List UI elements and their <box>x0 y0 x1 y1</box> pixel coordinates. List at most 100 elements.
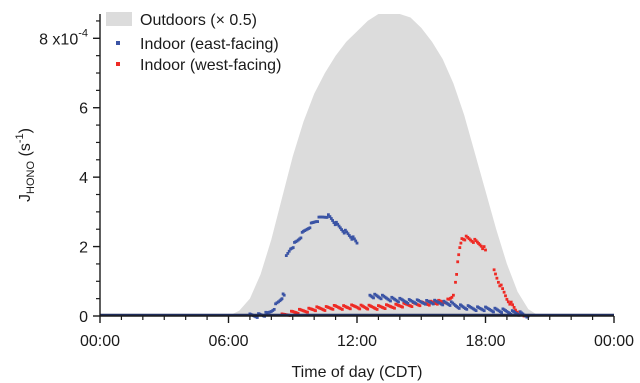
y-axis-title: JHONO (s-1) <box>14 128 37 202</box>
data-point-west <box>464 234 468 238</box>
data-point-east <box>389 299 392 303</box>
data-point-east <box>337 224 341 228</box>
data-point-east <box>341 229 345 233</box>
data-point-east <box>502 308 506 312</box>
data-point-west <box>383 307 387 310</box>
data-point-east <box>345 230 349 234</box>
data-point-west <box>479 244 483 248</box>
data-point-east <box>451 301 455 305</box>
y-tick-label: 6 <box>79 101 88 118</box>
data-point-east <box>275 301 279 305</box>
data-point-east <box>332 221 336 224</box>
ticks: 00:00 06:00 12:00 18:00 00:00 0 2 4 6 8 x10-4 <box>39 20 634 350</box>
data-point-west <box>366 307 370 311</box>
data-point-west <box>331 307 335 311</box>
data-point-west <box>512 306 516 309</box>
data-point-west <box>466 236 470 239</box>
data-point-west <box>435 302 439 306</box>
data-point-west <box>495 276 499 280</box>
data-point-east <box>272 308 276 311</box>
data-point-east <box>498 310 502 314</box>
data-point-west <box>506 300 510 304</box>
x-axis-title: Time of day (CDT) <box>292 364 423 381</box>
y-axis-title-exponent: -1 <box>14 133 26 143</box>
legend-marker-west <box>116 62 120 66</box>
data-point-west <box>501 287 504 290</box>
plot-area <box>100 14 614 319</box>
data-point-west <box>393 306 396 310</box>
data-point-west <box>427 303 431 307</box>
y-tick-label: 0 <box>79 309 88 326</box>
data-point-east <box>322 215 326 219</box>
data-point-west <box>296 312 300 315</box>
data-point-west <box>463 238 467 242</box>
data-point-east <box>336 222 340 226</box>
data-point-west <box>374 307 378 311</box>
data-point-west <box>418 304 422 308</box>
data-point-west <box>456 260 460 264</box>
data-point-west <box>511 303 514 307</box>
data-point-east <box>346 232 350 236</box>
data-point-east <box>340 228 343 231</box>
data-point-west <box>509 300 513 304</box>
data-point-west <box>410 305 414 308</box>
data-point-east <box>269 310 273 313</box>
data-point-west <box>470 239 474 243</box>
data-point-east <box>284 254 288 257</box>
data-point-east <box>448 304 452 307</box>
y-tick-label: 4 <box>79 170 88 187</box>
data-point-west <box>450 295 454 299</box>
data-point-east <box>255 316 259 319</box>
data-point-east <box>308 226 312 230</box>
data-point-west <box>478 243 482 247</box>
data-point-west <box>492 268 496 272</box>
x-tick-label: 06:00 <box>208 333 248 350</box>
data-point-east <box>449 300 453 304</box>
data-point-west <box>457 253 461 257</box>
data-point-east <box>291 246 295 249</box>
data-point-west <box>458 246 462 249</box>
data-point-east <box>347 234 351 237</box>
data-point-east <box>482 309 486 313</box>
data-point-west <box>314 309 317 313</box>
data-point-west <box>306 310 309 314</box>
x-tick-label: 00:00 <box>80 333 120 350</box>
data-point-west <box>473 237 477 241</box>
y-axis-title-units: (s <box>17 143 34 161</box>
data-point-east <box>350 237 354 241</box>
y-tick-label: 8 x10-4 <box>39 27 88 48</box>
data-point-east <box>411 300 415 304</box>
data-point-east <box>338 226 342 230</box>
data-point-west <box>375 308 379 311</box>
data-point-west <box>502 290 506 294</box>
data-point-east <box>457 307 461 310</box>
data-point-east <box>280 297 284 301</box>
data-point-west <box>370 305 374 308</box>
data-point-west <box>328 306 332 310</box>
data-point-west <box>481 247 484 251</box>
data-point-east <box>500 311 503 314</box>
data-point-west <box>499 283 503 287</box>
data-point-east <box>325 216 329 219</box>
y-axis-title-base: J <box>17 194 34 202</box>
data-point-east <box>286 252 290 255</box>
legend-label-west: Indoor (west-facing) <box>140 57 281 74</box>
data-point-west <box>484 248 487 252</box>
y-axis-title-units-close: ) <box>17 128 34 133</box>
data-point-east <box>299 236 303 240</box>
data-point-west <box>472 241 475 244</box>
data-point-east <box>328 215 332 218</box>
y-tick-exponent: -4 <box>78 27 88 39</box>
x-tick-label: 12:00 <box>337 333 377 350</box>
data-point-west <box>508 302 512 306</box>
data-point-east <box>414 302 418 305</box>
data-point-west <box>348 307 352 311</box>
data-point-west <box>454 280 457 284</box>
data-point-east <box>423 302 427 306</box>
data-point-west <box>324 305 328 308</box>
data-point-east <box>349 235 352 239</box>
data-point-west <box>460 237 464 240</box>
data-point-west <box>459 241 463 245</box>
legend-label-east: Indoor (east-facing) <box>140 36 279 53</box>
